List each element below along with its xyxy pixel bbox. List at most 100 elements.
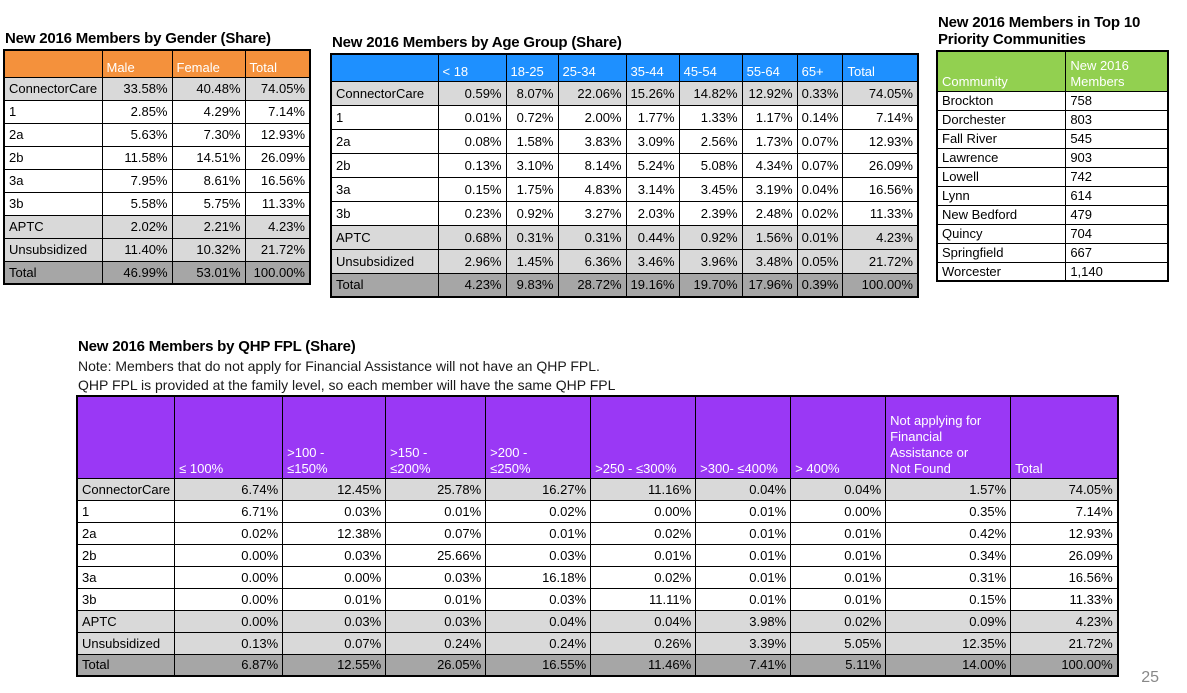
table-cell: 21.72%: [244, 237, 311, 262]
table-cell: 0.01%: [590, 543, 697, 567]
table-cell: 0.15%: [437, 176, 507, 202]
table-row: 2b 0.00% 0.03% 25.66% 0.03% 0.01% 0.01% 0.01% 0.…: [76, 543, 1119, 567]
table-cell: 0.03%: [485, 543, 592, 567]
table-cell: 2.48%: [741, 200, 798, 226]
table-cell: 12.93%: [1010, 521, 1119, 545]
row-label: 3b: [3, 191, 103, 216]
row-label: Springfield: [936, 242, 1067, 263]
table-cell: 14.51%: [171, 145, 246, 170]
table-cell: 667: [1065, 242, 1169, 263]
header-row: ≤ 100% >100 - ≤150% >150 - ≤200% >200 - ≤25…: [76, 395, 1119, 479]
table-cell: 3.96%: [678, 248, 743, 274]
table-cell: 0.01%: [385, 587, 487, 611]
table-cell: 5.75%: [171, 191, 246, 216]
table-cell: 4.23%: [1010, 609, 1119, 633]
column-header: New 2016 Members: [1065, 50, 1169, 92]
table-cell: 0.04%: [590, 609, 697, 633]
table-row: 2a 5.63% 7.30% 12.93%: [3, 122, 311, 147]
table-cell: 11.33%: [1010, 587, 1119, 611]
table-cell: 5.11%: [790, 653, 887, 677]
table-cell: 1.77%: [625, 104, 680, 130]
table-cell: 4.83%: [557, 176, 627, 202]
table-row: 2a 0.08% 1.58% 3.83% 3.09% 2.56% 1.73% 0.07% 12.…: [330, 128, 919, 154]
table-cell: 5.24%: [625, 152, 680, 178]
table-cell: 26.05%: [385, 653, 487, 677]
table-row: 3a 0.15% 1.75% 4.83% 3.14% 3.45% 3.19% 0.04% 16.…: [330, 176, 919, 202]
table-cell: 2.56%: [678, 128, 743, 154]
column-header: > 400%: [790, 395, 887, 479]
table-cell: 1.33%: [678, 104, 743, 130]
table-cell: 26.09%: [1010, 543, 1119, 567]
table-cell: 0.24%: [485, 631, 592, 655]
fpl-table-section: New 2016 Members by QHP FPL (Share) Note…: [76, 338, 1119, 677]
row-label: Lawrence: [936, 147, 1067, 168]
row-label: 3b: [76, 587, 176, 611]
table-cell: 0.01%: [796, 224, 844, 250]
table-cell: 0.72%: [505, 104, 559, 130]
table-cell: 4.23%: [842, 224, 919, 250]
table-cell: 0.31%: [505, 224, 559, 250]
table-cell: 12.35%: [885, 631, 1012, 655]
header-row: < 18 18-25 25-34 35-44 45-54 55-64 65+ Total: [330, 53, 919, 82]
table-row: 1 0.01% 0.72% 2.00% 1.77% 1.33% 1.17% 0.14% 7.14…: [330, 104, 919, 130]
column-header: Not applying for Financial Assistance or…: [885, 395, 1012, 479]
table-cell: 1.56%: [741, 224, 798, 250]
table-row: 2b 11.58% 14.51% 26.09%: [3, 145, 311, 170]
table-cell: 0.03%: [282, 609, 387, 633]
row-label: 2a: [330, 128, 439, 154]
table-cell: 0.04%: [485, 609, 592, 633]
table-cell: 6.87%: [174, 653, 284, 677]
table-cell: 0.01%: [695, 587, 792, 611]
row-label: Lynn: [936, 185, 1067, 206]
table-cell: 8.61%: [171, 168, 246, 193]
table-row: 3a 7.95% 8.61% 16.56%: [3, 168, 311, 193]
column-header: [330, 53, 439, 82]
table-cell: 4.29%: [171, 99, 246, 124]
table-cell: 614: [1065, 185, 1169, 206]
fpl-note-line-1: Note: Members that do not apply for Fina…: [78, 358, 600, 374]
table-row: 2b 0.13% 3.10% 8.14% 5.24% 5.08% 4.34% 0.07% 26.…: [330, 152, 919, 178]
table-cell: 11.33%: [842, 200, 919, 226]
table-row: Quincy 704: [936, 223, 1169, 244]
table-cell: 2.02%: [101, 214, 173, 239]
row-label: Lowell: [936, 166, 1067, 187]
table-row: APTC 0.68% 0.31% 0.31% 0.44% 0.92% 1.56% 0.01% 4…: [330, 224, 919, 250]
column-header: Total: [244, 49, 311, 78]
table-cell: 0.07%: [796, 152, 844, 178]
table-cell: 0.00%: [174, 609, 284, 633]
row-label: Total: [76, 653, 176, 677]
table-cell: 12.92%: [741, 80, 798, 106]
row-label: 3a: [3, 168, 103, 193]
table-cell: 742: [1065, 166, 1169, 187]
row-label: APTC: [330, 224, 439, 250]
gender-share-table: Male Female Total ConnectorCare 33.58% 40.48%…: [3, 49, 311, 285]
table-row: APTC 0.00% 0.03% 0.03% 0.04% 0.04% 3.98% 0.02% 0…: [76, 609, 1119, 633]
table-cell: 21.72%: [1010, 631, 1119, 655]
column-header: Male: [101, 49, 173, 78]
table-cell: 6.71%: [174, 499, 284, 523]
table-cell: 0.92%: [505, 200, 559, 226]
column-header: >250 - ≤300%: [590, 395, 697, 479]
table-cell: 33.58%: [101, 76, 173, 101]
row-label: 3a: [76, 565, 176, 589]
table-cell: 0.02%: [790, 609, 887, 633]
age-table-title: New 2016 Members by Age Group (Share): [332, 34, 622, 51]
table-cell: 100.00%: [1010, 653, 1119, 677]
table-cell: 0.01%: [437, 104, 507, 130]
row-label: 2a: [76, 521, 176, 545]
table-cell: 704: [1065, 223, 1169, 244]
communities-table-title: New 2016 Members in Top 10 Priority Comm…: [938, 14, 1141, 48]
row-label: 1: [76, 499, 176, 523]
table-cell: 0.01%: [790, 565, 887, 589]
row-label: 2b: [3, 145, 103, 170]
column-header: 45-54: [678, 53, 743, 82]
table-cell: 0.01%: [485, 521, 592, 545]
table-cell: 4.23%: [244, 214, 311, 239]
table-cell: 2.96%: [437, 248, 507, 274]
table-row: Total 6.87% 12.55% 26.05% 16.55% 11.46% 7.41% 5…: [76, 653, 1119, 677]
table-cell: 16.56%: [244, 168, 311, 193]
table-cell: 16.56%: [1010, 565, 1119, 589]
table-cell: 6.36%: [557, 248, 627, 274]
column-header: ≤ 100%: [174, 395, 284, 479]
